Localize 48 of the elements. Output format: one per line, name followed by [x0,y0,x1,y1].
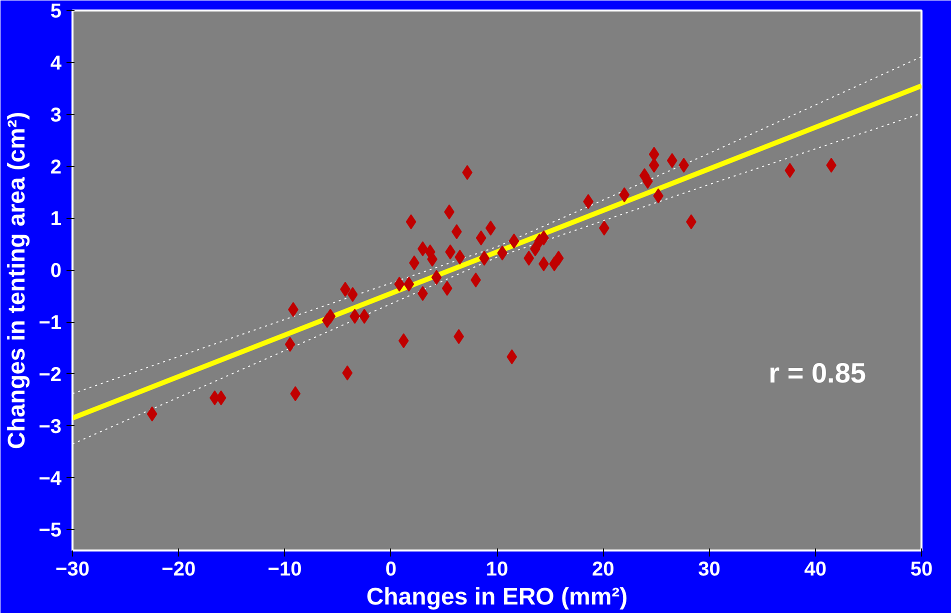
point [454,250,466,265]
point [394,276,405,292]
point [476,230,486,246]
y-tick-label: 2 [50,156,62,178]
x-tick-label: 0 [385,558,396,580]
y-tick-label: −1 [38,312,62,334]
point [784,162,796,178]
annotation: r = 0.85 [768,358,866,388]
point [216,390,226,406]
x-tick-label: 20 [592,558,614,580]
x-tick-label: −20 [162,558,196,580]
x-tick-label: 10 [486,558,508,580]
x-tick-label: 40 [804,558,826,580]
point [666,153,678,168]
point [146,406,158,422]
x-tick-label: −30 [56,558,90,580]
y-tick-label: −5 [38,520,62,542]
y-tick-label: −4 [38,468,62,490]
point [406,214,416,230]
point [431,270,442,285]
point [619,187,630,202]
y-axis-title: Changes in tenting area (cm²) [4,112,31,450]
point [359,308,370,324]
y-tick-label: −2 [38,364,62,386]
point [342,365,353,380]
y-tick-label: 3 [50,104,62,126]
x-tick-label: −10 [268,558,302,580]
y-tick-label: 1 [50,208,62,230]
point [648,146,660,162]
point [506,349,518,364]
y-tick-label: −3 [38,416,62,438]
point [524,250,534,266]
y-tick-label: 0 [50,260,62,282]
y-tick-label: 5 [50,0,62,22]
point [553,250,564,266]
point [398,333,409,348]
x-axis-title: Changes in ERO (mm²) [366,584,628,610]
point [290,386,301,402]
point [404,276,414,292]
point [648,158,660,173]
point [442,280,452,296]
x-tick-label: 50 [910,558,933,580]
point [508,234,520,249]
x-tick-label: 30 [698,558,720,580]
point [284,336,296,352]
point [485,220,496,236]
point [462,165,472,180]
y-tick-label: 4 [50,52,62,74]
